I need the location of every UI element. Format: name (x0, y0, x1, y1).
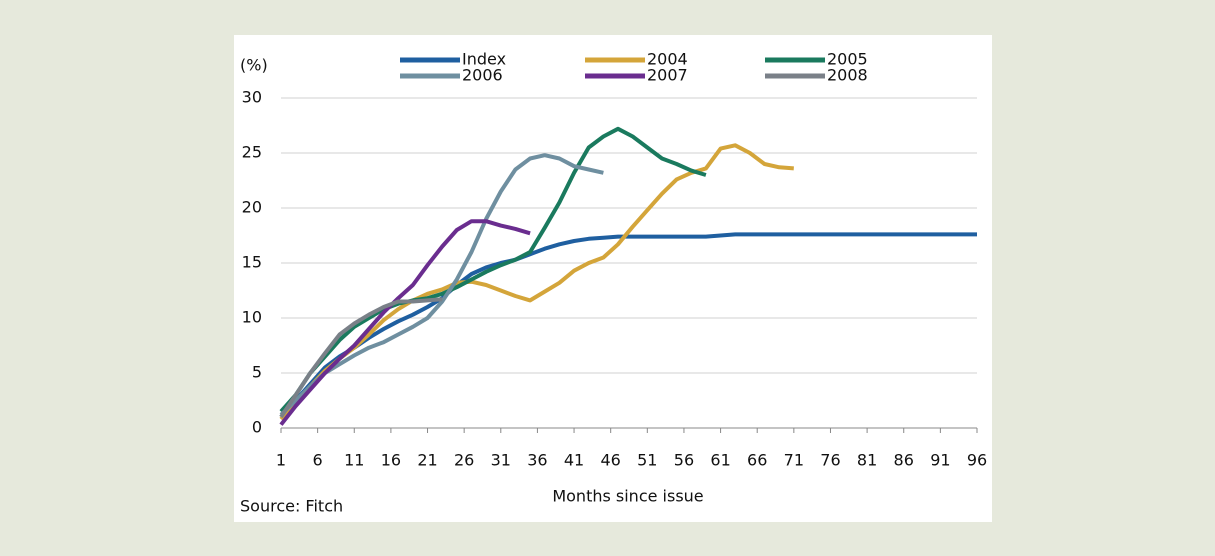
series-line (279, 126, 707, 413)
x-axis-label: Months since issue (552, 487, 703, 506)
x-tick-label: 61 (710, 451, 730, 470)
x-tick-label: 26 (454, 451, 474, 470)
x-tick-label: 11 (344, 451, 364, 470)
x-tick-label: 56 (674, 451, 694, 470)
y-tick-label: 20 (242, 198, 262, 217)
x-tick-label: 51 (637, 451, 657, 470)
x-tick-label: 31 (491, 451, 511, 470)
legend-label: 2007 (647, 66, 688, 85)
series-line (279, 153, 604, 417)
y-tick-label: 5 (252, 363, 262, 382)
x-tick-label: 71 (784, 451, 804, 470)
y-tick-label: 25 (242, 143, 262, 162)
x-tick-label: 1 (276, 451, 286, 470)
legend-label: 2006 (462, 66, 503, 85)
series-line (279, 297, 443, 419)
y-tick-label: 15 (242, 253, 262, 272)
x-tick-label: 76 (820, 451, 840, 470)
x-tick-label: 6 (313, 451, 323, 470)
y-tick-label: 10 (242, 308, 262, 327)
legend-label: 2008 (827, 66, 868, 85)
panel (234, 35, 992, 522)
x-tick-label: 21 (417, 451, 437, 470)
x-tick-label: 16 (381, 451, 401, 470)
x-tick-label: 91 (930, 451, 950, 470)
x-tick-label: 86 (894, 451, 914, 470)
x-tick-label: 36 (527, 451, 547, 470)
y-tick-label: 0 (252, 418, 262, 437)
legend-label: 2004 (647, 50, 688, 69)
x-tick-label: 81 (857, 451, 877, 470)
series-line (279, 143, 794, 421)
series-line (279, 232, 977, 419)
x-tick-label: 41 (564, 451, 584, 470)
x-tick-label: 46 (601, 451, 621, 470)
x-tick-label: 66 (747, 451, 767, 470)
y-unit-label: (%) (240, 56, 268, 75)
source: Source: Fitch (240, 497, 343, 516)
legend-label: 2005 (827, 50, 868, 69)
x-tick-label: 96 (967, 451, 987, 470)
series-line (279, 219, 531, 426)
y-tick-label: 30 (242, 88, 262, 107)
legend-label: Index (462, 50, 506, 69)
